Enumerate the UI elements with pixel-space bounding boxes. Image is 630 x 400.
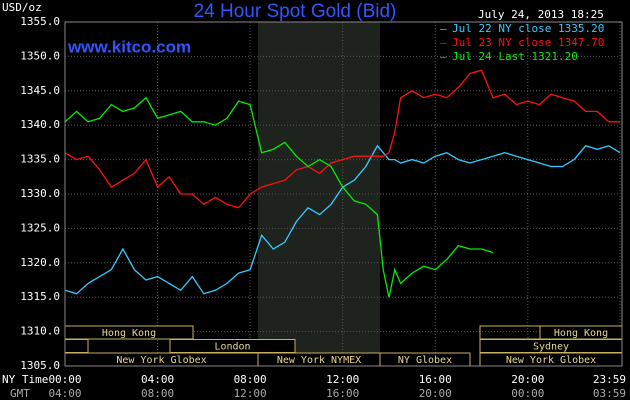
y-tick-label: 1305.0: [20, 359, 60, 372]
x-tick-label: 08:00: [234, 373, 267, 386]
x-tick-label: 12:00: [326, 373, 359, 386]
legend-entry: Jul 24 Last 1321.20: [452, 50, 578, 63]
chart-title: 24 Hour Spot Gold (Bid): [194, 1, 397, 22]
x-row-label: NY Time: [2, 373, 48, 386]
nymex-shade: [258, 22, 380, 366]
plot-border: [64, 21, 623, 367]
x-tick-label: 16:00: [419, 373, 452, 386]
y-tick-label: 1320.0: [20, 256, 60, 269]
session-label: NY Globex: [398, 355, 452, 366]
x2-tick-label: 20:00: [419, 387, 452, 400]
price-line: [64, 144, 621, 295]
x2-tick-label: 00:00: [511, 387, 544, 400]
x2-tick-label: 03:59: [593, 387, 626, 400]
site-url: www.kitco.com: [67, 37, 191, 56]
y-tick-label: 1355.0: [20, 15, 60, 28]
price-line: [64, 69, 620, 209]
y-axis-label: USD/oz: [2, 1, 42, 14]
session-label: New York Globex: [506, 355, 596, 366]
session-label: London: [214, 342, 250, 353]
y-tick-label: 1335.0: [20, 153, 60, 166]
session-label: Hong Kong: [102, 328, 156, 339]
x2-tick-label: 08:00: [141, 387, 174, 400]
legend-dash: –: [440, 22, 447, 35]
session-label: Hong Kong: [554, 328, 608, 339]
legend-entry: Jul 23 NY close 1347.70: [452, 36, 604, 49]
x-tick-label: 00:00: [48, 373, 81, 386]
lines: [64, 69, 621, 298]
x2-tick-label: 04:00: [48, 387, 81, 400]
x-tick-label: 23:59: [593, 373, 626, 386]
legend-entry: Jul 22 NY close 1335.20: [452, 22, 604, 35]
x2-tick-label: 16:00: [326, 387, 359, 400]
x-tick-label: 20:00: [511, 373, 544, 386]
session-label: New York Globex: [116, 355, 206, 366]
chart-date: July 24, 2013 18:25: [478, 8, 604, 21]
y-tick-label: 1340.0: [20, 118, 60, 131]
y-tick-label: 1330.0: [20, 187, 60, 200]
legend-dash: –: [440, 36, 447, 49]
x2-tick-label: 12:00: [234, 387, 267, 400]
y-tick-label: 1350.0: [20, 49, 60, 62]
sessions: Hong Kong London New York Globex New York N…: [64, 325, 623, 367]
y-tick-label: 1310.0: [20, 325, 60, 338]
y-tick-label: 1315.0: [20, 290, 60, 303]
x-tick-label: 04:00: [141, 373, 174, 386]
price-line: [64, 96, 494, 298]
x2-row-label: GMT: [10, 387, 30, 400]
y-tick-label: 1325.0: [20, 221, 60, 234]
y-tick-label: 1345.0: [20, 84, 60, 97]
legend-dash: –: [440, 50, 447, 63]
session-label: Sydney: [533, 342, 569, 353]
session-label: New York NYMEX: [277, 355, 361, 366]
